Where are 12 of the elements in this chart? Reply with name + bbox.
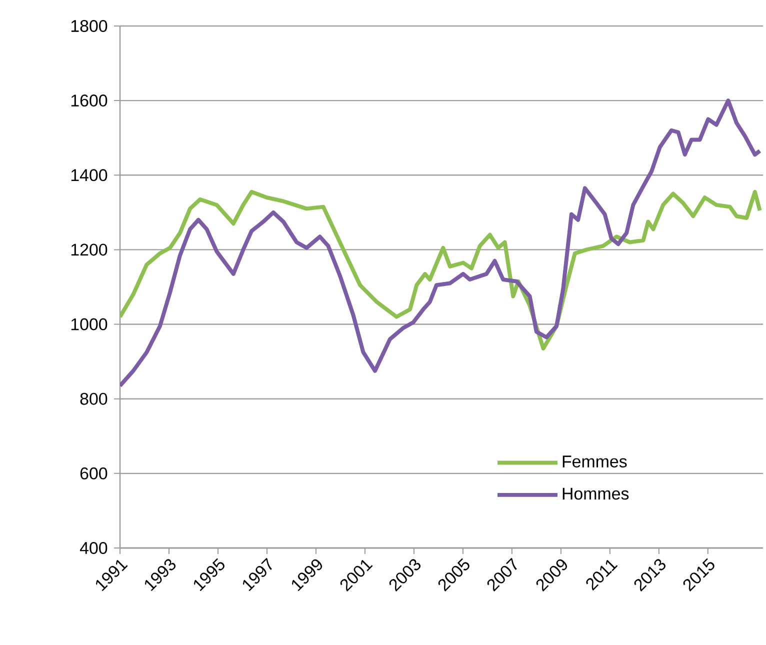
- legend-label: Femmes: [562, 456, 627, 468]
- line-series: [120, 98, 762, 388]
- y-tick-label: 1200: [71, 244, 108, 256]
- y-tick-label: 800: [80, 392, 108, 405]
- legend-label: Hommes: [562, 488, 629, 500]
- y-tick-label: 1800: [71, 20, 108, 32]
- y-tick-label: 1400: [71, 169, 108, 182]
- y-tick-label: 600: [80, 467, 108, 480]
- y-tick-label: 1600: [71, 94, 108, 107]
- line-series: [120, 190, 762, 350]
- y-tick-label: 1000: [71, 318, 108, 330]
- y-tick-label: 400: [80, 542, 108, 554]
